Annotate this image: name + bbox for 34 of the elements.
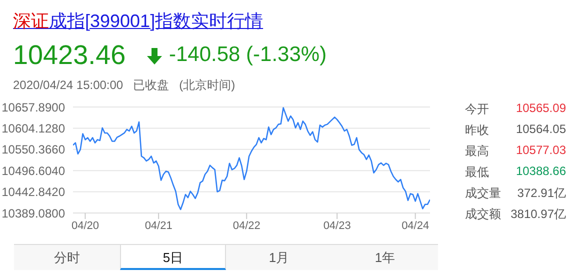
text: 10564.05 <box>516 122 566 136</box>
text: 1年 <box>332 244 438 270</box>
text: 今开 <box>465 101 489 118</box>
text: 5日 <box>120 244 226 270</box>
text: 2020/04/24 15:00:00 <box>13 78 124 92</box>
text: 10423.46 <box>13 40 126 71</box>
text: 3810.97亿 <box>510 207 566 221</box>
x-tick-label: 04/21 <box>144 220 172 232</box>
text: 10388.66 <box>516 164 566 178</box>
text: -140.58 (-1.33%) <box>169 43 327 67</box>
y-tick-label: 10442.8420 <box>2 185 66 200</box>
chart-title: 深证成指[399001]指数实时行情 <box>13 10 264 33</box>
text: 10565.09 <box>516 101 566 115</box>
line-series <box>73 107 430 210</box>
text: 成交额 <box>465 206 501 223</box>
text: 最低 <box>465 164 489 181</box>
text: 10577.03 <box>516 143 566 157</box>
y-tick-label: 10389.0800 <box>2 206 66 220</box>
y-tick-label: 10657.8900 <box>2 100 66 114</box>
y-tick-label: 10496.6040 <box>2 164 66 178</box>
x-tick-label: 04/20 <box>71 220 99 232</box>
y-tick-label: 10550.3660 <box>2 142 66 157</box>
x-tick-label: 04/22 <box>232 220 260 232</box>
text: 最高 <box>465 143 489 160</box>
text: 372.91亿 <box>517 186 566 200</box>
text: 昨收 <box>465 122 489 139</box>
text: 已收盘 <box>133 78 170 92</box>
y-tick-label: 10604.1280 <box>2 121 66 136</box>
text: 成交量 <box>465 185 501 202</box>
x-tick-label: 04/24 <box>402 220 430 232</box>
x-tick-label: 04/23 <box>323 220 351 232</box>
text: 1月 <box>226 244 332 270</box>
text: 分时 <box>14 244 120 270</box>
text: (北京时间) <box>179 78 236 92</box>
